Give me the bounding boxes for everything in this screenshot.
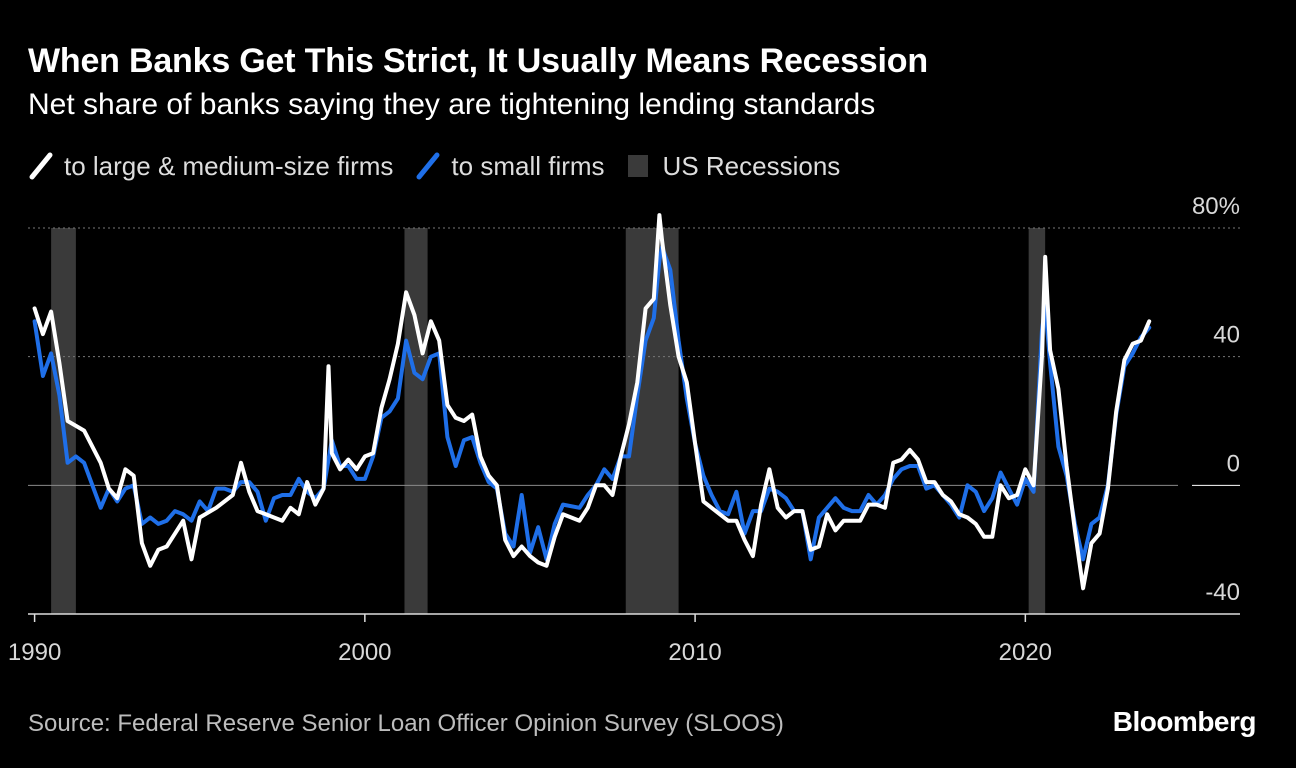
y-tick-label: 0 xyxy=(1227,450,1240,477)
x-tick-label: 1990 xyxy=(8,639,61,666)
y-tick-label: 40 xyxy=(1213,322,1240,349)
legend-label-large-firms: to large & medium-size firms xyxy=(64,150,394,181)
series-line-small-firms xyxy=(32,245,1152,562)
series-line-large-firms xyxy=(32,213,1152,591)
chart-title: When Banks Get This Strict, It Usually M… xyxy=(28,42,928,80)
legend: to large & medium-size firms to small fi… xyxy=(28,148,862,184)
bloomberg-logo: Bloomberg xyxy=(1112,706,1257,737)
x-tick-label: 2020 xyxy=(999,639,1052,666)
x-tick-label: 2000 xyxy=(338,639,391,666)
legend-label-small-firms: to small firms xyxy=(451,150,605,181)
recession-band-1 xyxy=(404,228,428,614)
legend-swatch-large-firms-icon xyxy=(29,152,53,180)
legend-swatch-recessions-icon xyxy=(627,155,648,177)
y-tick-label: 80% xyxy=(1192,193,1240,220)
source-note: Source: Federal Reserve Senior Loan Offi… xyxy=(28,710,784,737)
y-tick-label: -40 xyxy=(1205,579,1240,606)
legend-item-small-firms: to small firms xyxy=(415,150,605,182)
legend-item-large-firms: to large & medium-size firms xyxy=(28,151,393,182)
x-tick-label: 2010 xyxy=(668,639,721,666)
legend-label-recessions: US Recessions xyxy=(662,150,841,181)
legend-swatch-small-firms-icon xyxy=(416,152,440,180)
chart-subtitle: Net share of banks saying they are tight… xyxy=(28,88,876,121)
legend-item-recessions: US Recessions xyxy=(627,150,841,182)
